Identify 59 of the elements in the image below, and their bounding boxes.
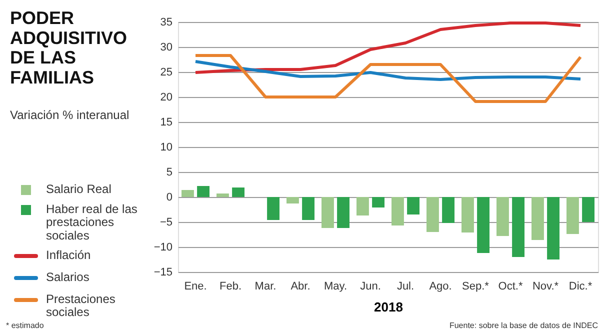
bar	[286, 197, 299, 204]
y-tick-label: 25	[160, 66, 172, 78]
bar	[512, 197, 524, 257]
line-series	[194, 22, 582, 74]
bar	[197, 186, 210, 197]
legend-label: Salario Real	[46, 182, 112, 196]
x-tick-label: Nov.*	[532, 280, 560, 292]
legend-label: Haber real de las prestaciones sociales	[46, 202, 138, 242]
text: Variación % interanual	[10, 108, 130, 122]
y-tick-label: −15	[154, 266, 172, 278]
bar	[322, 197, 334, 228]
bar	[372, 197, 384, 208]
y-tick-label: 0	[166, 192, 172, 204]
x-axis-title: 2018	[374, 300, 403, 314]
bar	[442, 197, 454, 223]
x-tick-label: Ene.	[184, 280, 207, 292]
y-tick-label: −10	[154, 242, 172, 254]
y-tick-label: 30	[160, 42, 172, 54]
bar	[407, 197, 420, 214]
bar	[392, 197, 404, 226]
bar	[532, 197, 544, 240]
bar	[232, 188, 244, 197]
bar	[496, 197, 509, 236]
legend-label: Prestaciones sociales	[46, 292, 116, 320]
legend-label: Inflación	[46, 248, 91, 262]
y-tick-label: 15	[160, 116, 172, 128]
y-tick-label: 10	[160, 142, 172, 154]
x-tick-label: Jun.	[360, 280, 381, 292]
text: PODER ADQUISITIVO DE LAS FAMILIAS	[10, 8, 128, 88]
line-series	[194, 60, 582, 81]
x-tick-label: Dic.*	[568, 280, 593, 292]
bar	[337, 197, 350, 228]
legend-label: Salarios	[46, 270, 90, 284]
text: * estimado	[6, 321, 44, 329]
bar	[267, 197, 280, 220]
bar	[216, 194, 229, 197]
x-tick-label: Ago.	[429, 280, 452, 292]
x-tick-label: Oct.*	[498, 280, 524, 292]
source-note: Fuente: sobre la base de datos de INDEC	[449, 321, 598, 329]
bar	[547, 197, 560, 260]
x-tick-label: May.	[324, 280, 348, 292]
bar	[566, 197, 579, 234]
line-series	[194, 54, 582, 103]
y-tick-label: 35	[160, 16, 172, 28]
bar	[582, 197, 594, 222]
x-tick-label: Feb.	[219, 280, 242, 292]
bar	[462, 197, 474, 232]
y-tick-label: 20	[160, 92, 172, 104]
bar	[182, 190, 194, 197]
bar	[477, 197, 490, 253]
bar	[426, 197, 439, 232]
y-tick-label: 5	[166, 166, 172, 178]
x-tick-label: Jul.	[396, 280, 414, 292]
y-tick-label: −5	[160, 216, 172, 228]
x-tick-label: Mar.	[254, 280, 276, 292]
bar	[302, 197, 314, 220]
x-tick-label: Sep.*	[462, 280, 490, 292]
bar	[356, 197, 369, 216]
x-tick-label: Abr.	[290, 280, 310, 292]
